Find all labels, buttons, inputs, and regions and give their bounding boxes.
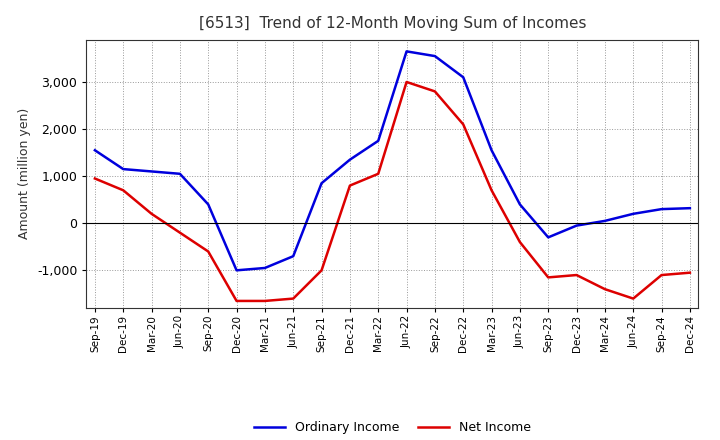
Line: Ordinary Income: Ordinary Income <box>95 51 690 270</box>
Ordinary Income <box>487 147 496 153</box>
Net Income <box>204 249 212 254</box>
Net Income <box>261 298 269 304</box>
Net Income <box>346 183 354 188</box>
Ordinary Income <box>657 206 666 212</box>
Net Income <box>657 272 666 278</box>
Ordinary Income <box>374 138 382 143</box>
Net Income <box>289 296 297 301</box>
Net Income <box>233 298 241 304</box>
Ordinary Income <box>346 157 354 162</box>
Ordinary Income <box>91 147 99 153</box>
Ordinary Income <box>600 218 609 224</box>
Net Income <box>402 79 411 84</box>
Net Income <box>487 187 496 193</box>
Ordinary Income <box>459 75 467 80</box>
Ordinary Income <box>318 180 326 186</box>
Net Income <box>318 268 326 273</box>
Net Income <box>431 89 439 94</box>
Ordinary Income <box>516 202 524 207</box>
Net Income <box>544 275 552 280</box>
Net Income <box>176 230 184 235</box>
Net Income <box>459 122 467 127</box>
Ordinary Income <box>572 223 581 228</box>
Net Income <box>148 211 156 216</box>
Legend: Ordinary Income, Net Income: Ordinary Income, Net Income <box>248 416 536 439</box>
Title: [6513]  Trend of 12-Month Moving Sum of Incomes: [6513] Trend of 12-Month Moving Sum of I… <box>199 16 586 32</box>
Net Income <box>572 272 581 278</box>
Ordinary Income <box>629 211 637 216</box>
Net Income <box>516 239 524 245</box>
Net Income <box>685 270 694 275</box>
Line: Net Income: Net Income <box>95 82 690 301</box>
Net Income <box>91 176 99 181</box>
Ordinary Income <box>685 205 694 211</box>
Ordinary Income <box>148 169 156 174</box>
Ordinary Income <box>233 268 241 273</box>
Ordinary Income <box>204 202 212 207</box>
Ordinary Income <box>431 53 439 59</box>
Ordinary Income <box>176 171 184 176</box>
Net Income <box>600 286 609 292</box>
Ordinary Income <box>261 265 269 271</box>
Net Income <box>374 171 382 176</box>
Ordinary Income <box>544 235 552 240</box>
Net Income <box>629 296 637 301</box>
Net Income <box>119 187 127 193</box>
Ordinary Income <box>402 49 411 54</box>
Y-axis label: Amount (million yen): Amount (million yen) <box>19 108 32 239</box>
Ordinary Income <box>289 253 297 259</box>
Ordinary Income <box>119 166 127 172</box>
